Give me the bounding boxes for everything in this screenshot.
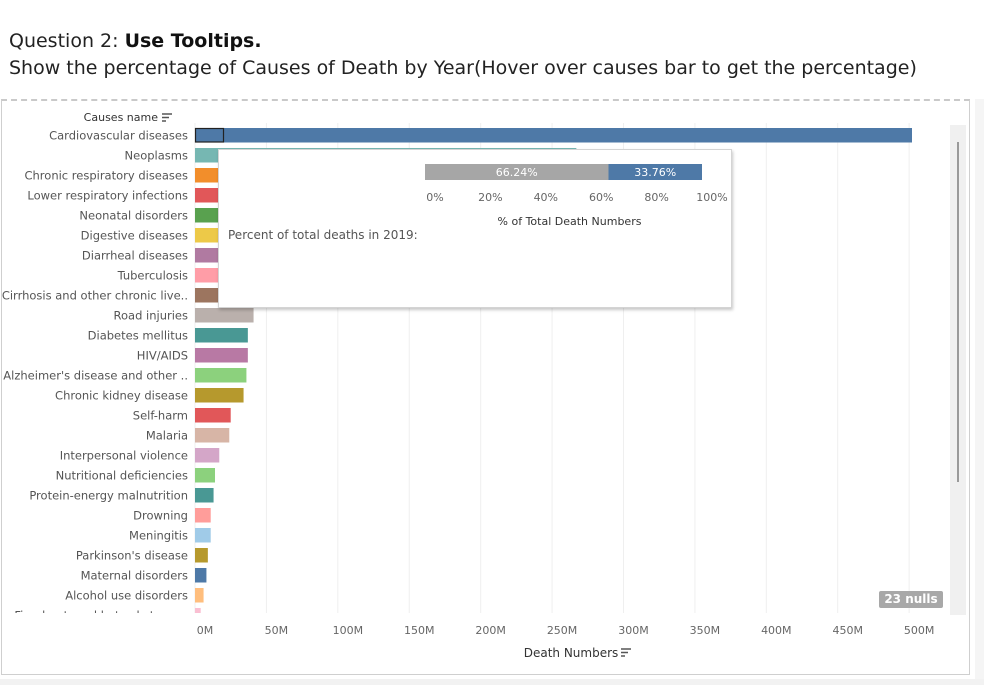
tooltip-panel: Percent of total deaths in 2019: 66.24% 3… — [218, 149, 732, 308]
tooltip-tick-label: 0% — [426, 191, 443, 204]
bar[interactable] — [195, 408, 231, 423]
tooltip-tick-label: 60% — [589, 191, 613, 204]
question-header: Question 2: Use Tooltips. Show the perce… — [9, 28, 917, 82]
right-gutter — [975, 99, 984, 679]
category-label[interactable]: HIV/AIDS — [137, 349, 188, 363]
category-label[interactable]: Diarrheal diseases — [82, 249, 188, 263]
category-label[interactable]: Lower respiratory infections — [27, 189, 188, 203]
bar[interactable] — [195, 488, 214, 503]
category-label[interactable]: Malaria — [146, 429, 188, 443]
x-tick-label: 0M — [197, 624, 214, 637]
category-label[interactable]: Cardiovascular diseases — [49, 129, 188, 143]
bottom-gutter — [0, 679, 984, 685]
category-label[interactable]: Diabetes mellitus — [88, 329, 188, 343]
x-axis-title[interactable]: Death Numbers — [524, 646, 619, 660]
bar[interactable] — [195, 348, 248, 363]
question-prefix: Question 2: — [9, 30, 125, 52]
category-label[interactable]: Self-harm — [133, 409, 188, 423]
bar-hover-highlight — [194, 127, 225, 143]
x-tick-label: 250M — [547, 624, 578, 637]
category-label[interactable]: Chronic kidney disease — [55, 389, 188, 403]
bar[interactable] — [195, 528, 211, 543]
category-label[interactable]: Alzheimer's disease and other .. — [3, 369, 188, 383]
x-tick-label: 300M — [618, 624, 649, 637]
category-label[interactable]: Fire, heat, and hot substances — [14, 609, 188, 623]
x-tick-label: 50M — [265, 624, 289, 637]
tooltip-segment — [425, 164, 609, 180]
x-axis-ticks: 0M 50M 100M 150M 200M 250M 300M 350M 400M 450M 500… — [197, 624, 935, 637]
category-label[interactable]: Chronic respiratory diseases — [24, 169, 188, 183]
bar[interactable] — [195, 308, 254, 323]
bar[interactable] — [195, 368, 247, 383]
bar[interactable] — [195, 508, 211, 523]
question-title: Use Tooltips. — [124, 30, 262, 52]
question-title-line: Question 2: Use Tooltips. — [9, 28, 917, 55]
tooltip-tick-label: 80% — [644, 191, 668, 204]
category-label[interactable]: Tuberculosis — [117, 269, 188, 283]
category-labels: Cardiovascular diseases Neoplasms Chronic … — [2, 129, 188, 623]
tooltip-tick-label: 100% — [696, 191, 727, 204]
tooltip-axis-title: % of Total Death Numbers — [498, 215, 642, 228]
bar[interactable] — [195, 428, 230, 443]
bar[interactable] — [195, 128, 912, 143]
category-label[interactable]: Alcohol use disorders — [65, 589, 188, 603]
bar[interactable] — [195, 328, 248, 343]
category-label[interactable]: Meningitis — [129, 529, 188, 543]
category-label[interactable]: Drowning — [133, 509, 188, 523]
tooltip-tick-label: 40% — [534, 191, 558, 204]
tooltip-segment-label: 33.76% — [634, 166, 676, 179]
category-label[interactable]: Cirrhosis and other chronic live.. — [2, 289, 188, 303]
y-axis-title[interactable]: Causes name — [84, 111, 159, 124]
tooltip-tick-label: 20% — [478, 191, 502, 204]
category-label[interactable]: Maternal disorders — [81, 569, 188, 583]
category-label[interactable]: Parkinson's disease — [76, 549, 188, 563]
x-tick-label: 150M — [404, 624, 435, 637]
chart-scrollbar-thumb[interactable] — [957, 142, 959, 482]
bar[interactable] — [195, 548, 208, 563]
category-label[interactable]: Digestive diseases — [81, 229, 188, 243]
bar[interactable] — [195, 568, 207, 583]
tooltip-segment — [608, 164, 702, 180]
bar[interactable] — [195, 388, 244, 403]
x-tick-label: 350M — [690, 624, 721, 637]
category-label[interactable]: Interpersonal violence — [60, 449, 188, 463]
x-tick-label: 200M — [475, 624, 506, 637]
category-label[interactable]: Neonatal disorders — [79, 209, 188, 223]
sort-icon[interactable] — [162, 113, 172, 122]
bar[interactable] — [195, 448, 220, 463]
sort-icon[interactable] — [621, 648, 631, 657]
dashboard-frame — [1, 99, 970, 675]
bar[interactable] — [195, 608, 201, 623]
x-tick-label: 500M — [904, 624, 935, 637]
x-tick-label: 450M — [832, 624, 863, 637]
category-label[interactable]: Neoplasms — [125, 149, 188, 163]
tooltip-percent-chart: 66.24% 33.76% 0% 20% 40% 60% 80% 100% % of Total… — [425, 164, 728, 228]
nulls-badge[interactable]: 23 nulls — [879, 591, 943, 608]
x-tick-label: 100M — [333, 624, 364, 637]
question-instruction: Show the percentage of Causes of Death b… — [9, 57, 917, 79]
bar[interactable] — [195, 588, 204, 603]
category-label[interactable]: Nutritional deficiencies — [56, 469, 188, 483]
x-tick-label: 400M — [761, 624, 792, 637]
category-label[interactable]: Protein-energy malnutrition — [29, 489, 188, 503]
bar[interactable] — [195, 468, 215, 483]
category-label[interactable]: Road injuries — [114, 309, 188, 323]
tooltip-label: Percent of total deaths in 2019: — [228, 228, 418, 242]
tooltip-segment-label: 66.24% — [496, 166, 538, 179]
